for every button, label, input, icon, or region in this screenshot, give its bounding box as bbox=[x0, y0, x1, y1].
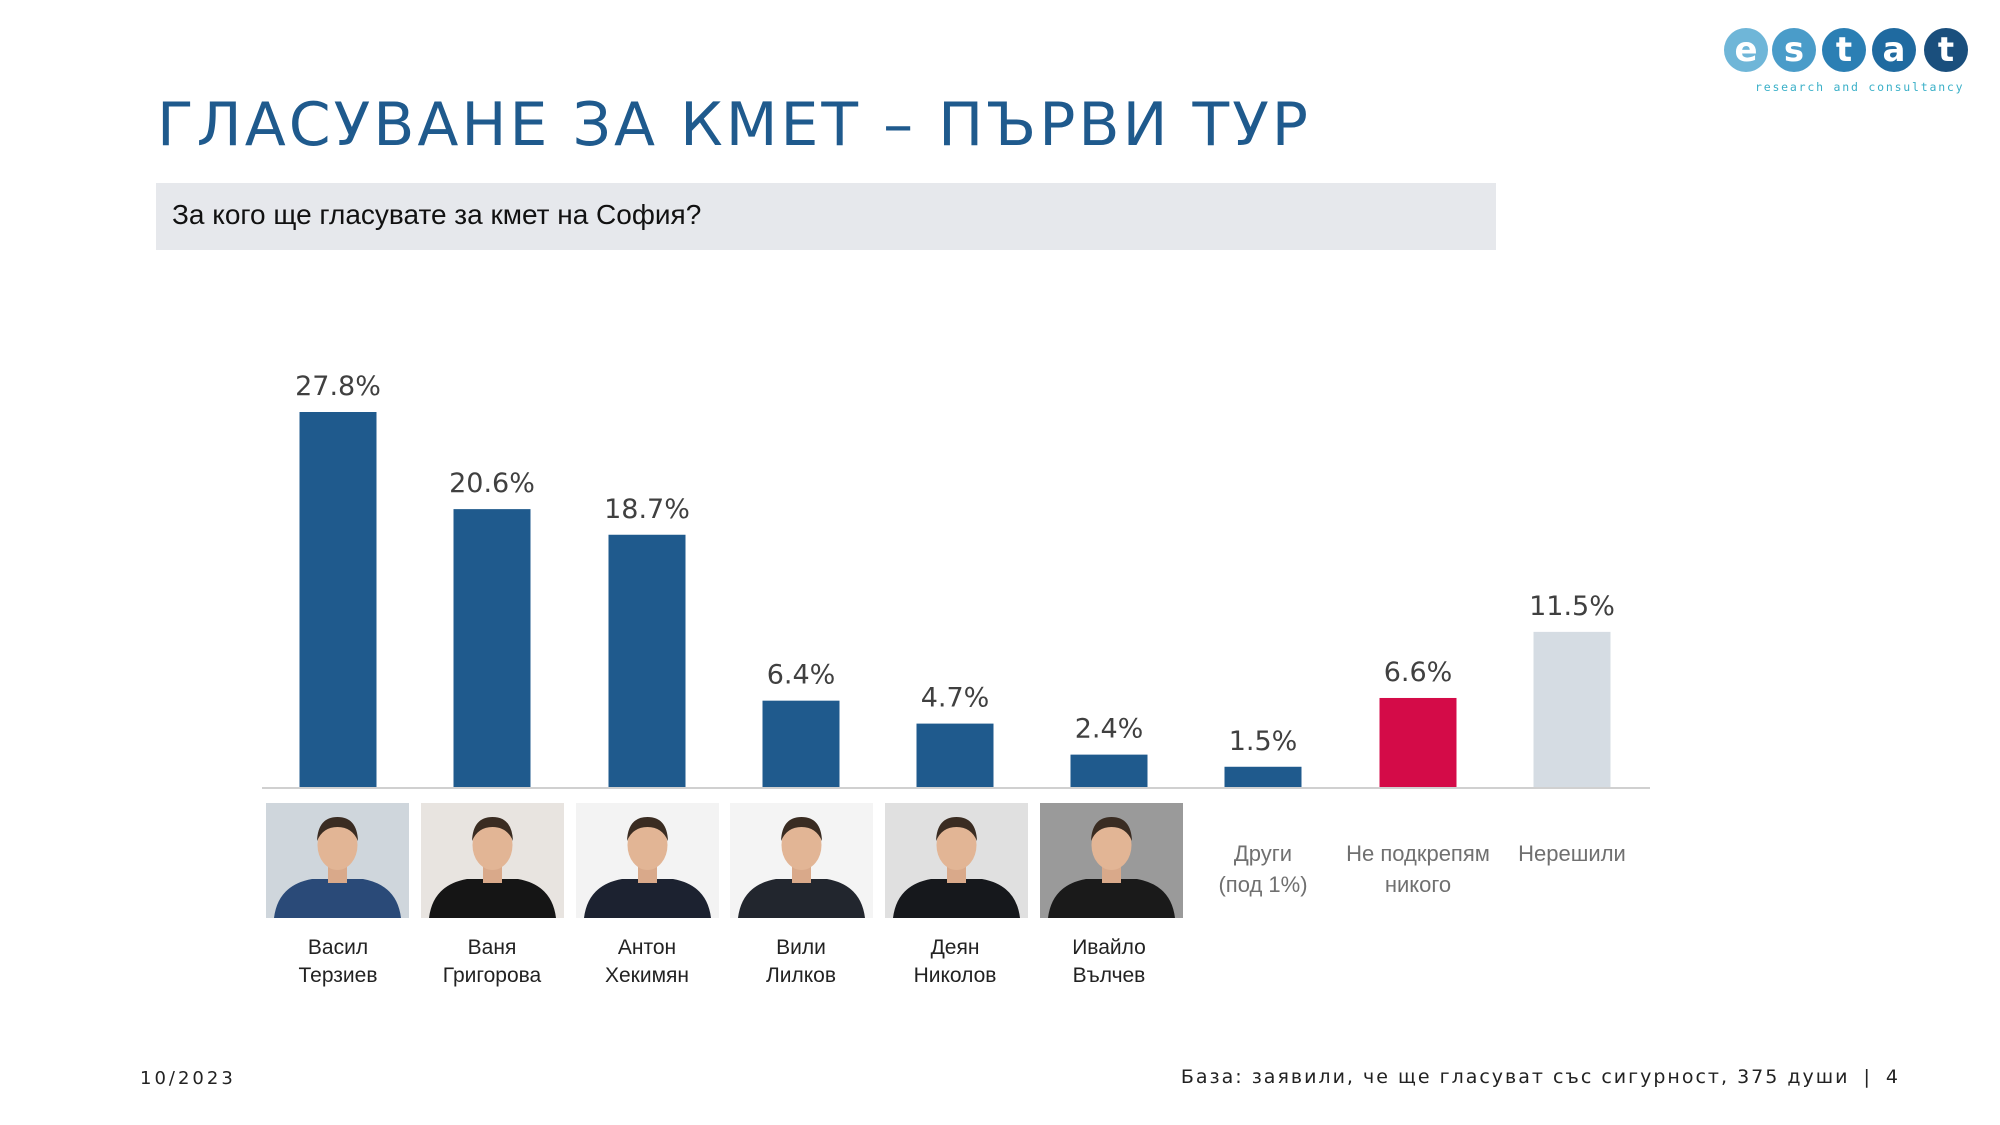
value-label-4: 6.4% bbox=[767, 660, 836, 691]
logo-letter: t bbox=[1924, 28, 1968, 72]
category-label-9: Нерешили bbox=[1472, 838, 1672, 869]
candidate-name-6: Ивайло Вълчев bbox=[1029, 934, 1189, 990]
value-label-7: 1.5% bbox=[1229, 726, 1298, 757]
candidate-name-2: Ваня Григорова bbox=[412, 934, 572, 990]
svg-text:a: a bbox=[1883, 30, 1906, 70]
value-label-6: 2.4% bbox=[1075, 714, 1144, 745]
candidate-first-name: Деян bbox=[930, 936, 980, 959]
category-label-7: Други (под 1%) bbox=[1163, 838, 1363, 900]
logo-letter: e bbox=[1724, 28, 1768, 72]
value-labels-group: 27.8% 20.6% 18.7% 6.4% 4.7% 2.4% 1.5% 6.6% 11.5% bbox=[295, 371, 1615, 757]
candidate-last-name: Хекимян bbox=[604, 964, 689, 987]
candidate-photo-3 bbox=[576, 803, 719, 918]
question-text: За кого ще гласувате за кмет на София? bbox=[172, 199, 702, 230]
svg-text:e: e bbox=[1734, 30, 1757, 70]
value-label-1: 27.8% bbox=[295, 371, 381, 402]
logo-letter: s bbox=[1772, 28, 1816, 72]
bar-9 bbox=[1533, 631, 1611, 787]
value-label-9: 11.5% bbox=[1529, 591, 1615, 622]
candidate-photo-5 bbox=[885, 803, 1028, 918]
bar-3 bbox=[608, 534, 686, 787]
candidate-photo-2 bbox=[421, 803, 564, 918]
candidate-last-name: Вълчев bbox=[1072, 964, 1146, 987]
category-label-8: Не подкрепям никого bbox=[1318, 838, 1518, 900]
category-label-line1: Нерешили bbox=[1518, 841, 1626, 866]
category-label-line1: Други bbox=[1233, 841, 1293, 866]
value-label-5: 4.7% bbox=[921, 683, 990, 714]
value-label-2: 20.6% bbox=[449, 468, 535, 499]
candidate-photo-1 bbox=[266, 803, 409, 918]
bar-1 bbox=[299, 412, 377, 787]
candidate-last-name: Терзиев bbox=[298, 964, 378, 987]
candidate-last-name: Лилков bbox=[765, 964, 837, 987]
bar-4 bbox=[762, 700, 840, 787]
candidate-first-name: Вили bbox=[776, 936, 826, 959]
candidate-first-name: Ваня bbox=[467, 936, 517, 959]
candidate-name-4: Вили Лилков bbox=[721, 934, 881, 990]
svg-text:t: t bbox=[1938, 30, 1954, 70]
bar-2 bbox=[453, 509, 531, 787]
bars-group bbox=[299, 412, 1611, 787]
candidate-name-1: Васил Терзиев bbox=[258, 934, 418, 990]
logo-letter: a bbox=[1872, 28, 1916, 72]
candidate-photo-6 bbox=[1040, 803, 1183, 918]
footer-separator: | bbox=[1863, 1066, 1872, 1088]
svg-text:t: t bbox=[1836, 30, 1852, 70]
bar-8 bbox=[1379, 697, 1457, 787]
value-label-3: 18.7% bbox=[604, 494, 690, 525]
candidate-first-name: Антон bbox=[617, 936, 677, 959]
candidate-first-name: Ивайло bbox=[1072, 936, 1146, 959]
category-label-line1: Не подкрепям bbox=[1346, 841, 1490, 866]
bar-6 bbox=[1070, 754, 1148, 787]
svg-text:s: s bbox=[1784, 30, 1804, 70]
candidate-first-name: Васил bbox=[307, 936, 369, 959]
question-banner: За кого ще гласувате за кмет на София? bbox=[156, 183, 1496, 250]
candidate-photo-4 bbox=[730, 803, 873, 918]
base-text: База: заявили, че ще гласуват със сигурн… bbox=[1180, 1066, 1850, 1088]
page-number: 4 bbox=[1885, 1066, 1900, 1088]
candidate-last-name: Николов bbox=[913, 964, 997, 987]
logo-letter: t bbox=[1822, 28, 1866, 72]
candidate-last-name: Григорова bbox=[442, 964, 542, 987]
page-title: ГЛАСУВАНЕ ЗА КМЕТ – ПЪРВИ ТУР bbox=[157, 90, 1311, 160]
footer-base-note: База: заявили, че ще гласуват със сигурн… bbox=[1181, 1066, 1900, 1088]
candidate-name-3: Антон Хекимян bbox=[567, 934, 727, 990]
candidate-name-5: Деян Николов bbox=[875, 934, 1035, 990]
category-label-line2: никого bbox=[1384, 872, 1452, 897]
footer-date: 10/2023 bbox=[140, 1068, 236, 1089]
category-label-line2: (под 1%) bbox=[1218, 872, 1308, 897]
bar-7 bbox=[1224, 766, 1302, 787]
logo-tagline: research and consultancy bbox=[1755, 80, 1965, 94]
bar-5 bbox=[916, 723, 994, 787]
value-label-8: 6.6% bbox=[1384, 657, 1453, 688]
